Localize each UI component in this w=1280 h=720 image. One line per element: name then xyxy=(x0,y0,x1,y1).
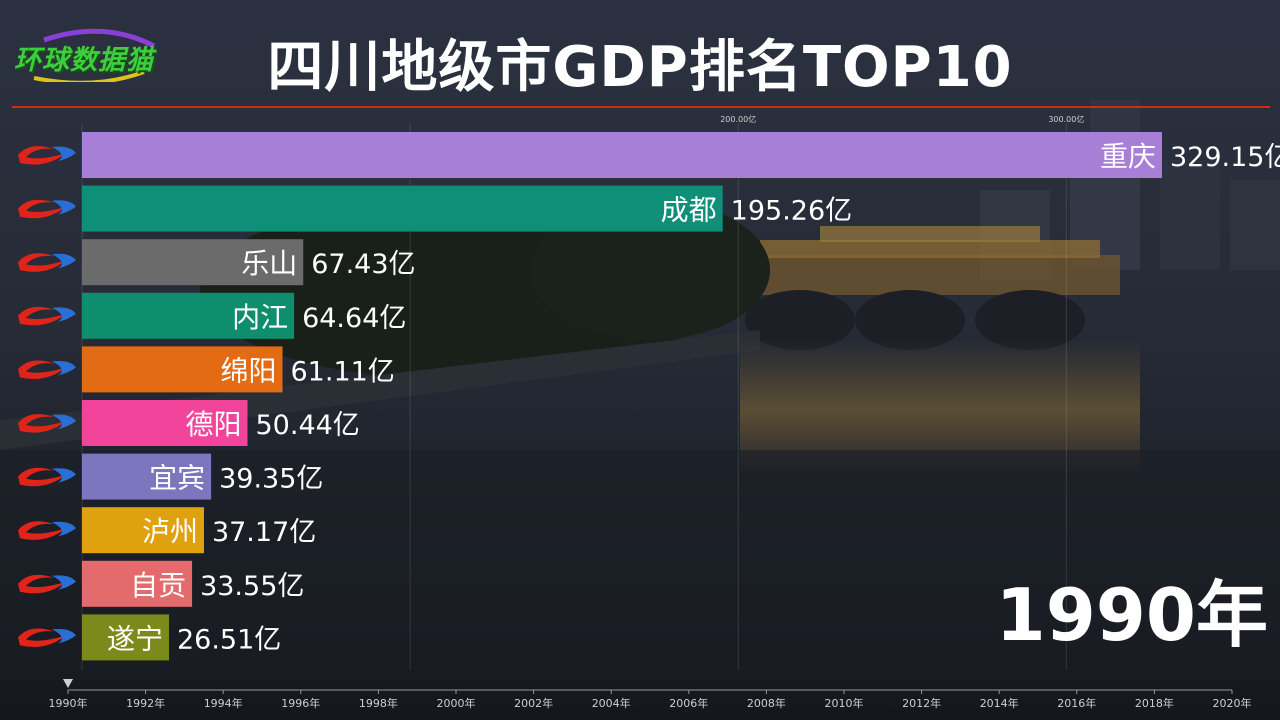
timeline-year-label[interactable]: 2018年 xyxy=(1135,696,1174,710)
row-logo-icon xyxy=(18,306,76,326)
bar-value-label: 329.15亿 xyxy=(1170,142,1280,173)
top-axis-tick-label: 200.00亿 xyxy=(720,114,756,124)
bar-category-label: 泸州 xyxy=(142,515,198,548)
bar xyxy=(82,346,283,393)
row-logo-icon xyxy=(18,414,76,433)
timeline-year-label[interactable]: 2006年 xyxy=(669,696,708,710)
timeline-year-label[interactable]: 2008年 xyxy=(747,696,786,710)
bar xyxy=(82,185,723,232)
bar-category-label: 自贡 xyxy=(130,569,186,602)
bar-value-label: 64.64亿 xyxy=(302,303,406,334)
row-logo-icon xyxy=(18,360,76,380)
bar-value-label: 61.11亿 xyxy=(291,356,395,387)
bar-category-label: 内江 xyxy=(232,301,288,334)
bar xyxy=(82,560,193,607)
row-logo-icon xyxy=(18,467,76,487)
timeline-year-label[interactable]: 1996年 xyxy=(281,696,320,710)
row-logo-icon xyxy=(18,199,76,219)
bar-value-label: 26.51亿 xyxy=(177,624,281,655)
bar xyxy=(82,400,248,446)
timeline-year-label[interactable]: 2010年 xyxy=(825,696,864,710)
bar xyxy=(82,132,1162,178)
bar xyxy=(82,453,212,500)
bar-category-label: 成都 xyxy=(661,194,717,227)
bar-value-label: 195.26亿 xyxy=(731,196,852,227)
timeline-year-label[interactable]: 1998年 xyxy=(359,696,398,710)
bar-category-label: 绵阳 xyxy=(220,354,276,387)
chart-title: 四川地级市GDP排名TOP10 xyxy=(267,35,1013,100)
timeline-year-label[interactable]: 2004年 xyxy=(592,696,631,710)
bar-category-label: 乐山 xyxy=(241,247,297,280)
bar-category-label: 德阳 xyxy=(185,408,241,441)
bar-value-label: 37.17亿 xyxy=(212,517,316,548)
bar-value-label: 39.35亿 xyxy=(219,464,323,495)
bar-category-label: 重庆 xyxy=(1100,140,1156,173)
timeline-year-label[interactable]: 2012年 xyxy=(902,696,941,710)
timeline-year-label[interactable]: 2002年 xyxy=(514,696,553,710)
timeline-year-label[interactable]: 2014年 xyxy=(980,696,1019,710)
timeline-year-label[interactable]: 2016年 xyxy=(1057,696,1096,710)
bar-value-label: 50.44亿 xyxy=(256,410,360,441)
bar-value-label: 33.55亿 xyxy=(200,571,304,602)
row-logo-icon xyxy=(18,146,76,165)
bar-category-label: 宜宾 xyxy=(149,462,205,495)
timeline-year-label[interactable]: 1992年 xyxy=(126,696,165,710)
timeline-year-label[interactable]: 1994年 xyxy=(204,696,243,710)
bar xyxy=(82,239,304,286)
timeline-handle-icon[interactable] xyxy=(63,679,73,688)
year-label: 1990年 xyxy=(995,573,1268,657)
bar xyxy=(82,614,169,661)
brand-logo-text: 环球数据猫 xyxy=(14,45,154,76)
row-logo-icon xyxy=(18,628,76,648)
row-logo-icon xyxy=(18,574,76,594)
bar-category-label: 遂宁 xyxy=(107,622,163,655)
top-axis-tick-label: 300.00亿 xyxy=(1048,114,1084,124)
bar-value-label: 67.43亿 xyxy=(311,249,415,280)
title-divider xyxy=(12,106,1270,108)
bar xyxy=(82,292,295,339)
timeline-year-label[interactable]: 2020年 xyxy=(1213,696,1252,710)
timeline-year-label[interactable]: 2000年 xyxy=(437,696,476,710)
brand-logo: 环球数据猫 xyxy=(14,28,164,82)
timeline-slider[interactable]: 1990年 1992年 1994年 1996年 1998年 2000年 2002年 2004年… xyxy=(0,676,1280,720)
timeline-year-label[interactable]: 1990年 xyxy=(49,696,88,710)
row-logo-icon xyxy=(18,253,76,272)
bar xyxy=(82,507,204,554)
row-logo-icon xyxy=(18,521,76,540)
